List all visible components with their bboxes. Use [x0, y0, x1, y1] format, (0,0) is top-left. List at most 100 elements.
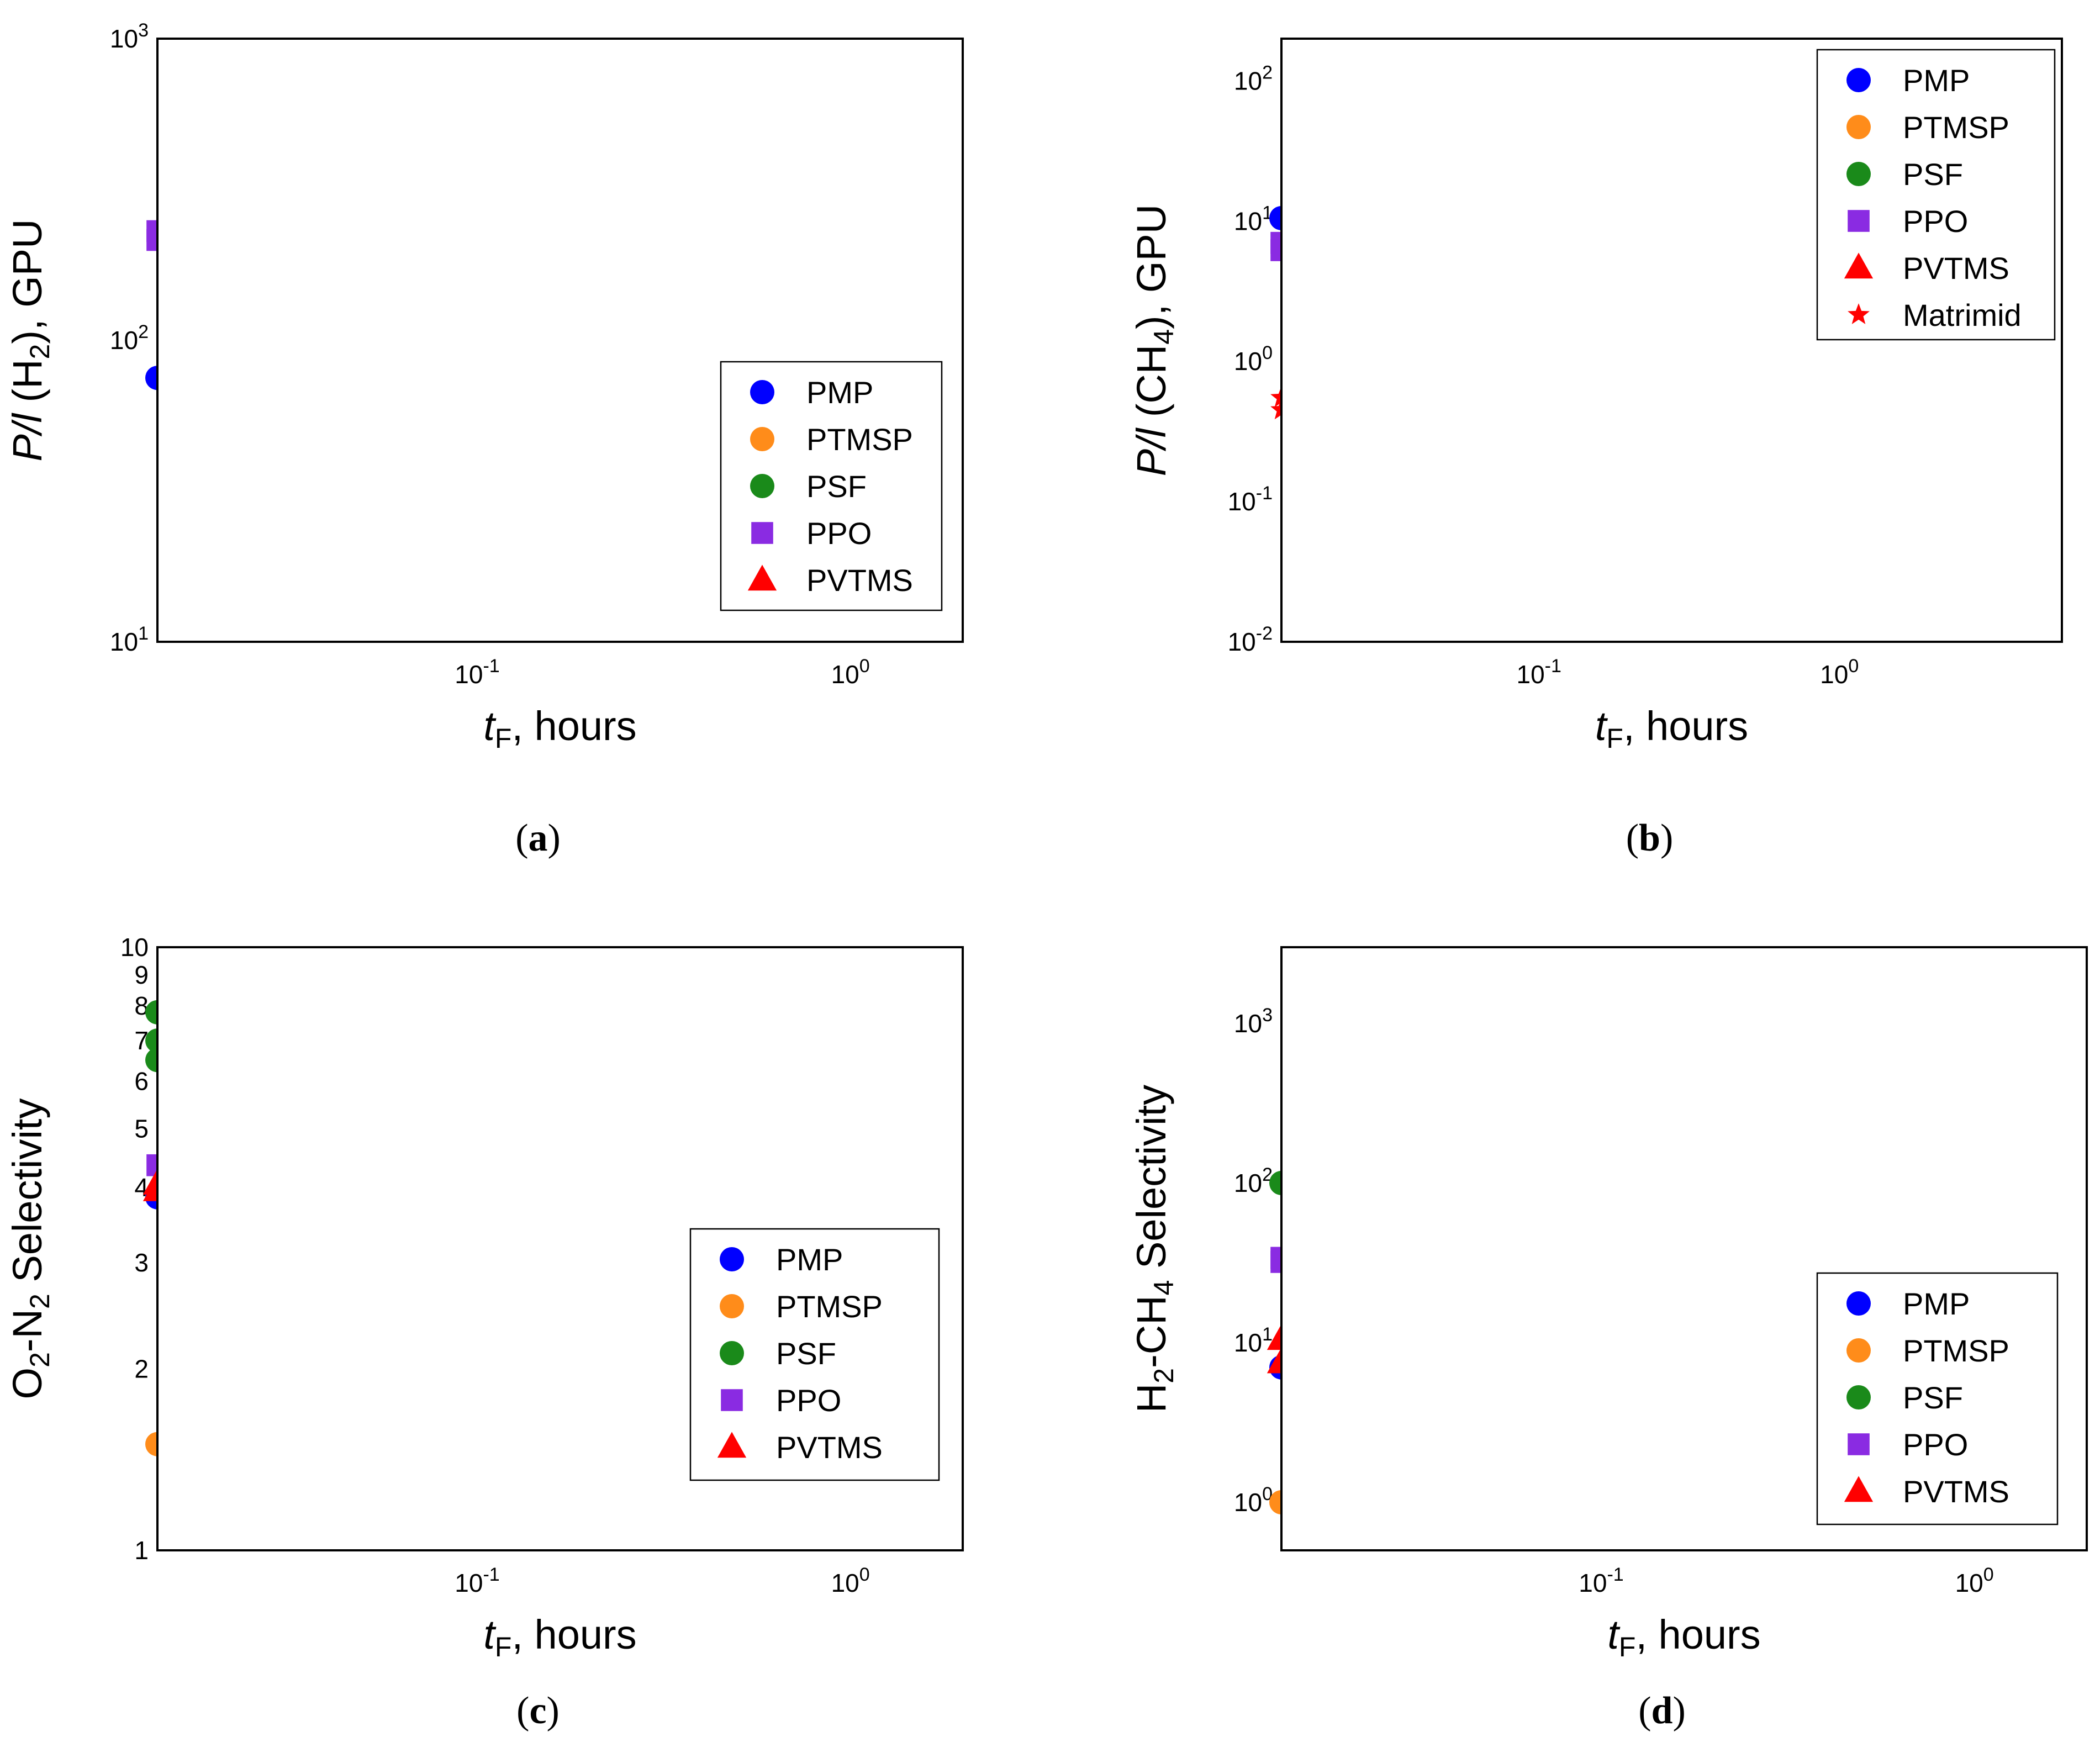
panel-d-y-tick-label: 102: [1234, 1164, 1273, 1197]
panel-d-legend-marker-ptmsp: [1846, 1338, 1871, 1363]
panel-d-x-title-sub: F: [1619, 1632, 1636, 1662]
panel-b-y-tick-exponent: -2: [1256, 623, 1273, 644]
panel-b-legend-label-ppo: PPO: [1903, 204, 1968, 239]
panel-c-y-tick-label: 6: [134, 1067, 149, 1095]
panel-c-legend-label-pvtms: PVTMS: [776, 1430, 883, 1465]
panel-d-y-axis-title: H2-CH4 Selectivity: [1128, 1085, 1179, 1413]
panel-c-legend-label-ppo: PPO: [776, 1383, 841, 1418]
panel-a-legend-marker-pmp: [750, 380, 774, 404]
panel-c-y-axis-title: O2-N2 Selectivity: [4, 1099, 55, 1400]
panel-a-legend-marker-psf: [750, 474, 774, 498]
panel-d-caption: (d): [1638, 1690, 1686, 1732]
panel-a-legend-marker-pvtms: [747, 564, 777, 591]
panel-d-x-tick-base: 10: [1579, 1569, 1607, 1597]
panel-d-legend: PMP PTMSP PSF PPO PVTMS: [1816, 1272, 2059, 1525]
panel-d-legend-label-ptmsp: PTMSP: [1903, 1333, 2009, 1368]
panel-a-x-tick-exponent: 0: [859, 656, 870, 677]
panel-c-y-title-sub2: 2: [24, 1294, 55, 1309]
panel-a-y-tick-base: 10: [110, 326, 138, 355]
panel-b-y-tick-exponent: 2: [1262, 62, 1273, 83]
panel-b-y-tick-exponent: -1: [1256, 483, 1273, 504]
panel-b-y-tick-exponent: 0: [1262, 342, 1273, 363]
panel-c-y-tick-label: 3: [134, 1248, 149, 1277]
panel-b-caption: (b): [1626, 817, 1674, 859]
panel-c-legend-marker-psf: [720, 1341, 744, 1365]
panel-b-y-title-part3: ), GPU: [1128, 204, 1174, 329]
panel-a-y-tick-label: 101: [110, 623, 149, 656]
panel-d-x-title-main: t: [1607, 1612, 1621, 1657]
panel-a-legend-label-pvtms: PVTMS: [806, 563, 913, 598]
panel-a-caption: (a): [515, 817, 561, 859]
panel-b-y-tick-base: 10: [1228, 487, 1256, 516]
panel-a-x-tick-label: 100: [831, 656, 870, 689]
panel-b-legend-label-pvtms: PVTMS: [1903, 251, 2009, 286]
panel-d-y-title-part2: -CH: [1128, 1295, 1174, 1368]
panel-b-y-axis-title: P/l (CH4), GPU: [1128, 204, 1179, 476]
panel-d-x-tick-exponent: 0: [1983, 1564, 1994, 1585]
panel-d-y-title-sub2: 4: [1148, 1280, 1179, 1296]
panel-c-y-tick-label: 1: [134, 1536, 149, 1565]
panel-a-y-tick-base: 10: [110, 627, 138, 656]
panel-d-legend-marker-pmp: [1846, 1291, 1871, 1316]
panel-a-caption-open: (: [515, 817, 528, 859]
panel-c-legend-label-psf: PSF: [776, 1336, 836, 1371]
panel-a-caption-letter: a: [529, 817, 548, 859]
panel-b-y-tick-label: 101: [1234, 202, 1273, 235]
panel-a-x-tick-label: 10-1: [455, 656, 499, 689]
panel-a-x-title-main: t: [483, 703, 497, 749]
panel-a-y-title-part2: (H: [4, 359, 50, 414]
panel-c-y-title-part2: -N: [4, 1309, 50, 1352]
panel-a-y-tick-exponent: 2: [138, 321, 149, 342]
panel-a-y-title-part1: P/l: [4, 413, 50, 462]
panel-d-y-tick-exponent: 1: [1262, 1324, 1273, 1345]
panel-c-x-axis-title: tF, hours: [483, 1612, 636, 1662]
panel-c-caption: (c): [516, 1690, 560, 1732]
panel-a-legend-label-psf: PSF: [806, 469, 867, 504]
panel-b-legend-marker-ppo: [1848, 210, 1870, 232]
panel-c-y-tick-text: 9: [134, 960, 149, 989]
panel-d-x-tick-base: 10: [1955, 1569, 1983, 1597]
panel-d-x-tick-exponent: -1: [1607, 1564, 1623, 1585]
panel-b-x-tick-label: 100: [1820, 656, 1859, 689]
panel-a-x-tick-base: 10: [455, 660, 483, 689]
panel-d-legend-label-psf: PSF: [1903, 1380, 1963, 1415]
panel-c-legend-marker-ptmsp: [720, 1294, 744, 1318]
panel-c-legend: PMP PTMSP PSF PPO PVTMS: [689, 1228, 940, 1481]
panel-d-y-tick-exponent: 3: [1262, 1005, 1273, 1026]
panel-d-y-tick-base: 10: [1234, 1328, 1262, 1357]
panel-b-caption-close: ): [1660, 817, 1673, 859]
panel-c-x-title-rest: , hours: [511, 1612, 636, 1657]
panel-c-x-tick-base: 10: [455, 1569, 483, 1597]
panel-b-x-title-main: t: [1595, 703, 1608, 749]
panel-b-legend: PMP PTMSP PSF PPO PVTMS Matrimid: [1816, 49, 2056, 341]
panel-c-x-tick-exponent: 0: [859, 1564, 870, 1585]
panel-d-x-axis-title: tF, hours: [1607, 1612, 1760, 1662]
panel-a-y-tick-exponent: 1: [138, 623, 149, 644]
panel-b-caption-open: (: [1626, 817, 1639, 859]
panel-c-y-title-part3: Selectivity: [4, 1099, 50, 1294]
panel-c-legend-marker-pvtms: [717, 1432, 747, 1458]
panel-c-y-tick-text: 2: [134, 1354, 149, 1383]
panel-d-y-title-part3: Selectivity: [1128, 1085, 1174, 1280]
panel-d-y-tick-base: 10: [1234, 1488, 1262, 1517]
panel-b-y-tick-base: 10: [1228, 627, 1256, 656]
panel-c-x-tick-label: 10-1: [455, 1564, 499, 1597]
panel-b-caption-letter: b: [1639, 817, 1660, 859]
panel-a-x-tick-base: 10: [831, 660, 859, 689]
panel-c-x-tick-exponent: -1: [483, 1564, 499, 1585]
panel-c-y-title-part1: O: [4, 1368, 50, 1400]
panel-b-y-tick-base: 10: [1234, 207, 1262, 235]
panel-c-x-tick-label: 100: [831, 1564, 870, 1597]
panel-a-x-title-sub: F: [495, 723, 512, 754]
panel-c-legend-label-ptmsp: PTMSP: [776, 1289, 883, 1324]
panel-c-y-tick-label: 10: [120, 933, 149, 962]
panel-a-y-title-sub: 2: [24, 344, 55, 360]
panel-c-legend-marker-ppo: [721, 1389, 743, 1411]
panel-d-chart: 10-1 100100101102103PMPPTMSPPSFPPOPVTMStF…: [1128, 946, 2088, 1732]
panel-d-y-tick-base: 10: [1234, 1169, 1262, 1197]
panel-b-y-tick-base: 10: [1234, 347, 1262, 376]
panel-b-legend-marker-ptmsp: [1846, 115, 1871, 139]
panel-a-legend-label-ptmsp: PTMSP: [806, 422, 913, 457]
